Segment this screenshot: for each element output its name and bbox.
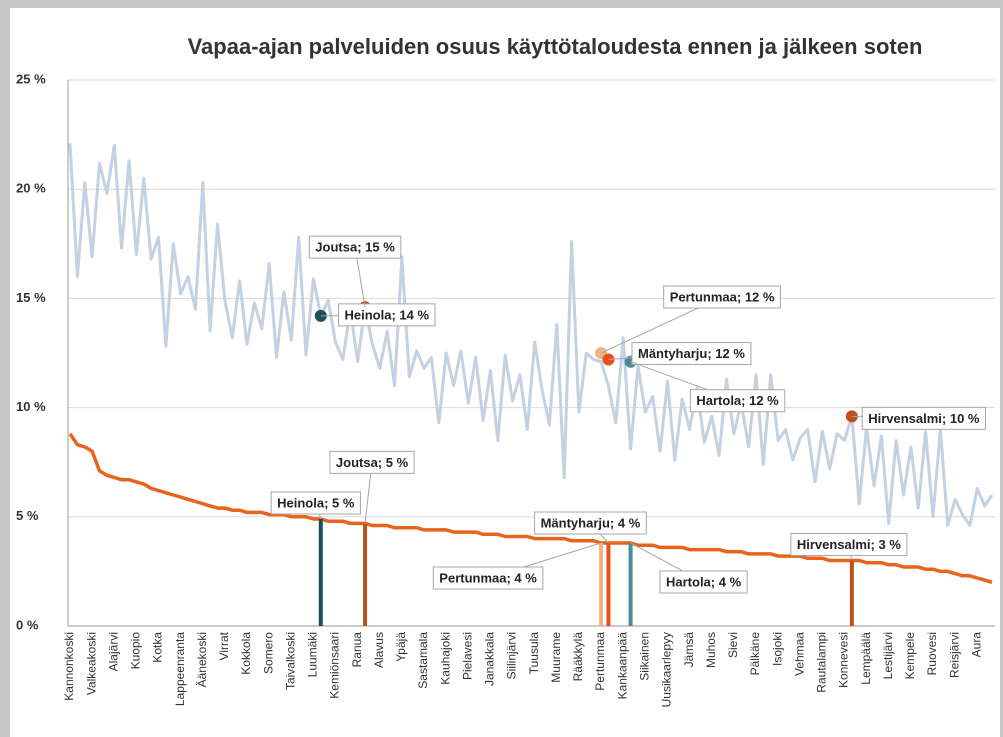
annotation-label: Pertunmaa; 4 % <box>439 570 537 585</box>
annotation-label: Hirvensalmi; 3 % <box>797 537 901 552</box>
x-tick-label: Isojoki <box>770 632 784 666</box>
series-line <box>68 432 993 584</box>
annotation: Hartola; 12 % <box>689 389 786 413</box>
y-tick-label: 15 % <box>16 290 46 305</box>
annotation-box <box>663 285 781 309</box>
annotation: Pertunmaa; 4 % <box>432 566 544 590</box>
x-tick-label: Vehmaa <box>792 632 806 676</box>
x-tick-label: Pälkäne <box>748 632 762 676</box>
annotation-label: Heinola; 5 % <box>277 495 355 510</box>
highlight-bar <box>628 543 633 626</box>
annotation-box <box>861 406 986 430</box>
x-tick-label: Virrat <box>217 631 231 660</box>
x-tick-label: Sastamala <box>416 632 430 689</box>
annotation: Pertunmaa; 12 % <box>663 285 781 309</box>
x-tick-label: Konnevesi <box>837 632 851 688</box>
annotation-label: Pertunmaa; 12 % <box>670 289 775 304</box>
x-tick-label: Ruovesi <box>925 632 939 675</box>
annotation-label: Hartola; 4 % <box>666 574 742 589</box>
highlight-bar <box>849 560 854 626</box>
annotation: Hirvensalmi; 3 % <box>790 532 908 556</box>
y-tick-label: 5 % <box>16 508 39 523</box>
x-tick-label: Kotka <box>151 632 165 663</box>
annotation-box <box>338 303 436 327</box>
y-tick-label: 10 % <box>16 399 46 414</box>
annotation: Mäntyharju; 12 % <box>631 342 752 366</box>
x-tick-label: Ranua <box>350 632 364 668</box>
x-tick-label: Lestijärvi <box>881 632 895 679</box>
x-tick-label: Kemiönsaari <box>328 632 342 699</box>
x-tick-label: Kankaanpää <box>615 632 629 700</box>
x-tick-label: Rautalampi <box>815 632 829 693</box>
x-tick-label: Taivalkoski <box>283 632 297 690</box>
annotation: Joutsa; 5 % <box>329 450 415 474</box>
x-tick-label: Muurame <box>549 632 563 683</box>
y-tick-label: 0 % <box>16 617 39 632</box>
annotation-label: Joutsa; 5 % <box>336 455 409 470</box>
chart-title: Vapaa-ajan palveluiden osuus käyttötalou… <box>188 34 923 59</box>
annotation: Heinola; 5 % <box>270 491 361 515</box>
x-tick-label: Aura <box>969 632 983 658</box>
x-tick-label: Kempele <box>903 632 917 680</box>
highlight-bar <box>599 543 604 626</box>
annotation-label: Heinola; 14 % <box>345 307 430 322</box>
annotation-box <box>659 570 748 594</box>
highlight-bar <box>363 523 368 626</box>
annotation-box <box>308 235 402 259</box>
annotation: Mäntyharju; 4 % <box>534 511 647 535</box>
annotation-box <box>631 342 752 366</box>
highlight-bar <box>318 518 323 626</box>
x-tick-label: Kannonkoski <box>62 632 76 701</box>
y-tick-label: 20 % <box>16 181 46 196</box>
y-tick-label: 25 % <box>16 71 46 86</box>
x-tick-label: Lempäälä <box>859 632 873 685</box>
annotation: Hirvensalmi; 10 % <box>861 406 986 430</box>
x-tick-label: Pertunmaa <box>593 632 607 691</box>
x-tick-label: Kauhajoki <box>438 632 452 685</box>
annotation-label: Hirvensalmi; 10 % <box>868 411 980 426</box>
x-tick-label: Sievi <box>726 632 740 658</box>
annotation-label: Mäntyharju; 4 % <box>541 515 641 530</box>
annotation-box <box>329 450 415 474</box>
annotation-label: Joutsa; 15 % <box>315 240 395 255</box>
x-tick-label: Pielavesi <box>460 632 474 680</box>
x-tick-label: Rääkkylä <box>571 632 585 682</box>
x-tick-label: Uusikaarlepyy <box>660 632 674 707</box>
x-tick-label: Alajärvi <box>106 632 120 671</box>
x-tick-label: Siikainen <box>637 632 651 681</box>
annotation: Heinola; 14 % <box>338 303 436 327</box>
x-tick-label: Lappeenranta <box>173 632 187 706</box>
series-line <box>68 143 994 527</box>
annotation-box <box>432 566 544 590</box>
x-tick-label: Alavus <box>372 632 386 668</box>
x-tick-label: Jämsä <box>682 632 696 668</box>
annotation-box <box>790 532 908 556</box>
annotation-label: Mäntyharju; 12 % <box>638 346 745 361</box>
x-tick-label: Kuopio <box>129 632 143 670</box>
x-tick-label: Tuusula <box>527 632 541 675</box>
x-tick-label: Kokkola <box>239 632 253 675</box>
annotation-box <box>270 491 361 515</box>
x-tick-label: Luumäki <box>306 632 320 677</box>
x-tick-label: Siilinjärvi <box>505 632 519 679</box>
x-tick-label: Janakkala <box>483 632 497 686</box>
annotation: Hartola; 4 % <box>659 570 748 594</box>
annotation-box <box>534 511 647 535</box>
annotation-box <box>689 389 786 413</box>
annotation: Joutsa; 15 % <box>308 235 402 259</box>
annotation-label: Hartola; 12 % <box>696 393 779 408</box>
highlight-bar <box>606 543 611 626</box>
x-tick-label: Reisjärvi <box>947 632 961 678</box>
x-tick-label: Somero <box>261 632 275 674</box>
x-tick-label: Ypäjä <box>394 632 408 662</box>
x-tick-label: Muhos <box>704 632 718 668</box>
x-tick-label: Äänekoski <box>195 632 209 687</box>
x-tick-label: Valkeakoski <box>84 632 98 695</box>
